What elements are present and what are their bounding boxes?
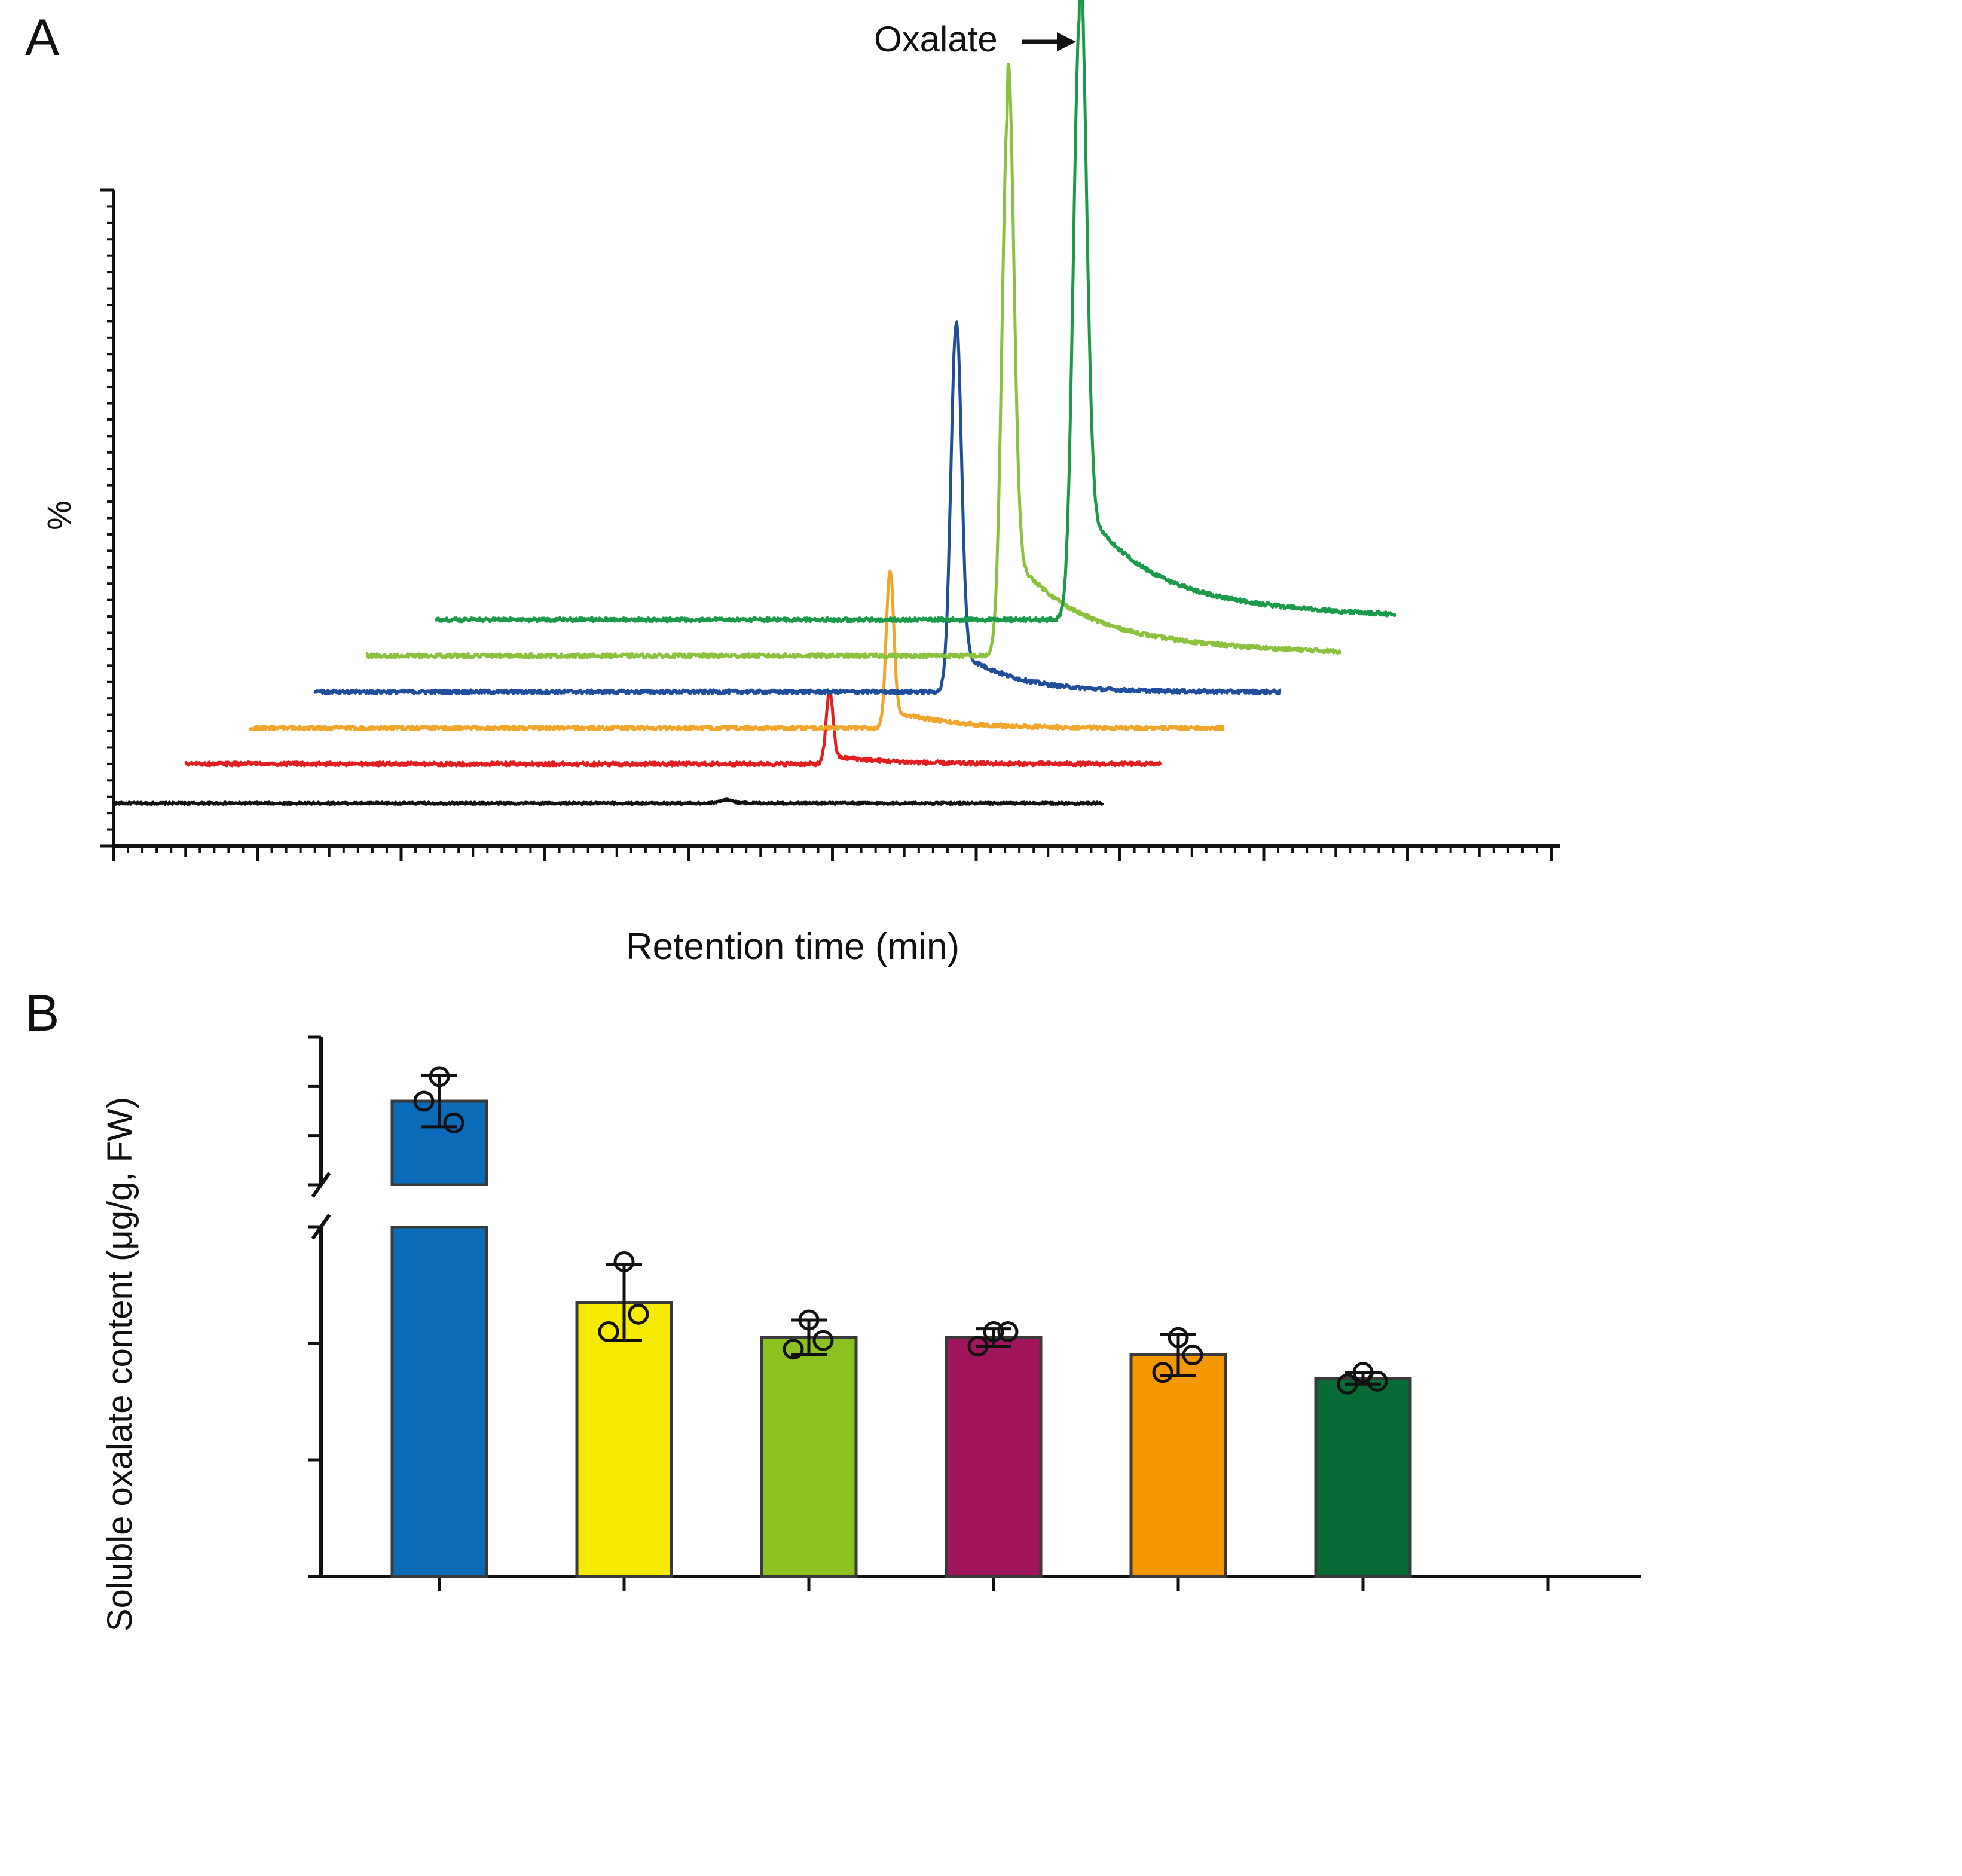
data-point: [613, 1251, 635, 1272]
data-point: [983, 1321, 1004, 1342]
data-point: [997, 1321, 1019, 1342]
trace-e: [365, 63, 1343, 659]
data-point: [1152, 1362, 1173, 1383]
trace-c: [247, 569, 1225, 732]
bar-vegetable-soybean: [760, 1336, 858, 1578]
data-point: [598, 1321, 619, 1342]
bar-sweet-corn: [575, 1301, 673, 1578]
panel-b-bars: [389, 1066, 1412, 1578]
trace-f: [434, 0, 1397, 624]
data-point: [429, 1066, 450, 1087]
oxalate-annotation: Oxalate: [874, 19, 1076, 59]
panel-a-y-label: %: [40, 500, 78, 530]
data-point: [812, 1330, 834, 1351]
bar-pear: [945, 1336, 1043, 1578]
oxalate-label: Oxalate: [874, 19, 998, 59]
bar-cowpea: [1129, 1353, 1227, 1578]
panel-a-traces: [112, 0, 1397, 806]
data-point: [413, 1090, 435, 1112]
panel-a-label: A: [25, 9, 60, 66]
data-point: [1367, 1370, 1388, 1392]
trace-d: [313, 320, 1282, 695]
data-point: [798, 1309, 820, 1331]
data-point: [628, 1303, 649, 1325]
trace-b: [184, 690, 1162, 768]
trace-a: [112, 797, 1104, 806]
data-point: [443, 1112, 464, 1133]
axis-break-gap: [389, 1186, 490, 1226]
data-point: [1182, 1345, 1203, 1365]
panel-a-chromatogram: A Oxalate % Retention time (min): [25, 0, 1560, 967]
bar-spinach-lower: [390, 1225, 488, 1578]
panel-b-y-label: Soluble oxalate content (μg/g, FW): [100, 1097, 139, 1631]
oxalate-arrowhead: [1057, 32, 1076, 51]
panel-a-axes: [100, 188, 1560, 861]
data-point: [1337, 1373, 1358, 1395]
data-point: [1168, 1327, 1189, 1348]
panel-b-label: B: [25, 985, 59, 1042]
data-point: [967, 1336, 989, 1357]
bar-apple: [1314, 1377, 1412, 1578]
panel-a-x-label: Retention time (min): [626, 926, 959, 967]
data-point: [783, 1339, 804, 1360]
panel-b-bar-chart: B Soluble oxalate content (μg/g, FW): [25, 985, 1641, 1631]
